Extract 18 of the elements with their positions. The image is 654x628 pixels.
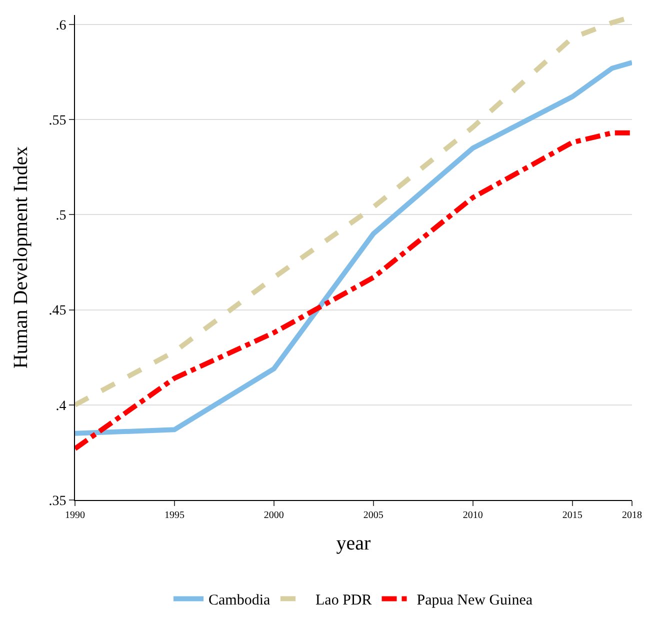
y-tick-label: .6 <box>56 18 66 34</box>
x-tick-label: 1995 <box>164 510 184 521</box>
x-tick-label: 2000 <box>264 510 284 521</box>
x-tick-label: 2018 <box>622 510 642 521</box>
y-tick-label: .4 <box>56 398 66 414</box>
x-tick-label: 1990 <box>65 510 85 521</box>
x-axis-title: year <box>336 532 372 554</box>
y-tick-label: .35 <box>48 494 66 509</box>
x-tick-label: 2010 <box>462 510 483 521</box>
legend-label: Cambodia <box>208 592 270 609</box>
y-tick-label: .55 <box>48 114 66 129</box>
x-tick-label: 2015 <box>562 510 582 521</box>
x-tick-label: 2005 <box>363 510 384 521</box>
y-tick-label: .45 <box>48 304 66 319</box>
y-axis-title: Human Development Index <box>10 146 32 369</box>
legend-label: Lao PDR <box>316 592 372 609</box>
y-tick-label: .5 <box>56 208 66 224</box>
legend-label: Papua New Guinea <box>416 592 533 609</box>
